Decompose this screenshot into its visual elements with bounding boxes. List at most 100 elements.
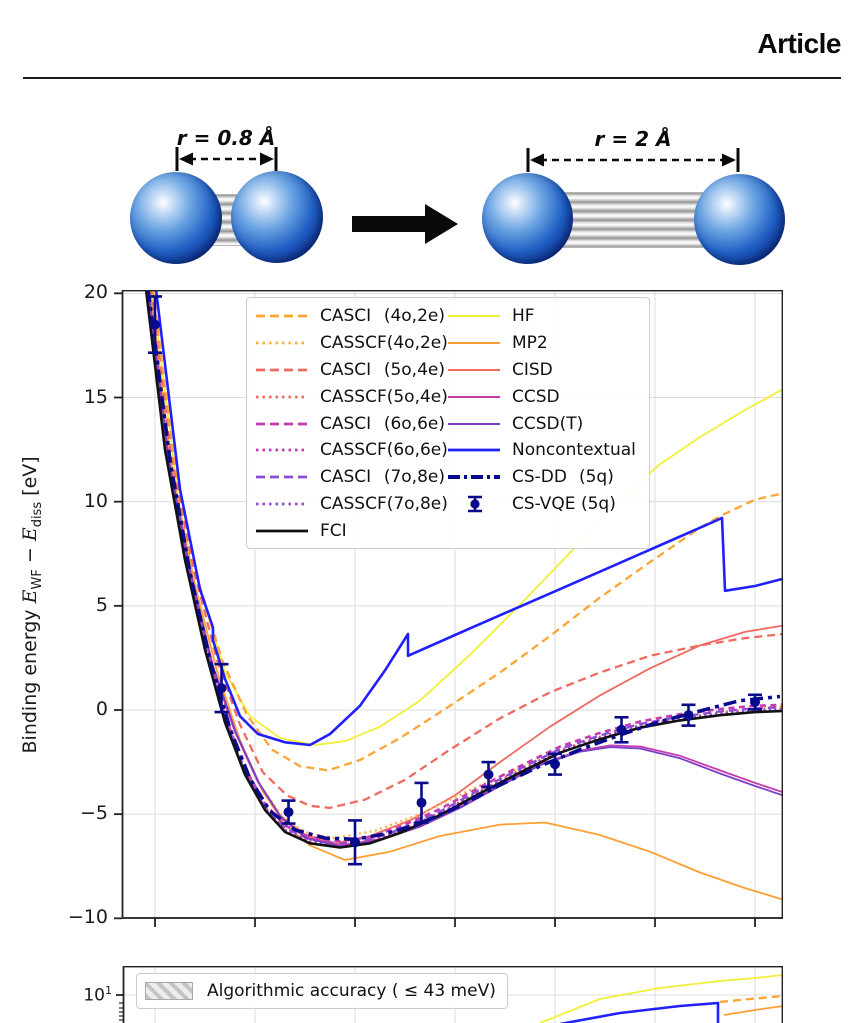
legend-entry: CASCI (4o,2e) xyxy=(253,303,445,330)
legend-sample-icon xyxy=(256,314,308,318)
curve-hf xyxy=(151,290,783,746)
legend-label-spec: (4o,2e) xyxy=(386,333,448,354)
legend-entry: CASCI (5o,4e) xyxy=(253,357,445,384)
legend-label-spec: (6o,6e) xyxy=(386,440,448,461)
cs-vqe-point xyxy=(214,662,229,714)
legend-sample-icon xyxy=(256,502,308,506)
curve-fci xyxy=(144,290,783,849)
header-rule xyxy=(23,77,841,79)
legend-label: Noncontextual xyxy=(512,440,636,461)
y-tick-label: −10 xyxy=(67,906,108,929)
legend-label: CASSCF xyxy=(320,333,387,354)
legend-sample-icon xyxy=(448,315,500,318)
legend-sample-icon xyxy=(256,475,308,479)
legend-sample-icon xyxy=(256,341,308,345)
legend-sample-icon xyxy=(448,342,500,345)
legend-label: CASCI xyxy=(320,306,372,327)
legend-entry: CS-VQE (5q) xyxy=(445,491,643,518)
curve-mp2 xyxy=(723,1005,783,1016)
legend-label: MP2 xyxy=(512,333,548,354)
curve-casci-5o-4e- xyxy=(149,290,783,810)
article-header-label: Article xyxy=(757,28,841,59)
cs-vqe-point xyxy=(148,295,162,355)
diagram-arrows xyxy=(175,147,740,244)
transition-arrow-icon xyxy=(352,204,458,244)
legend-entry: MP2 xyxy=(445,330,643,357)
y-tick-label: 5 xyxy=(95,593,108,616)
accuracy-legend: Algorithmic accuracy ( ≤ 43 meV) xyxy=(136,973,508,1009)
plot-frame xyxy=(121,290,783,919)
hatch-swatch-icon xyxy=(145,982,193,1000)
curve-casci-4o-2e- xyxy=(719,994,783,1004)
legend-sample-icon xyxy=(448,422,500,425)
legend-label: FCI xyxy=(320,520,347,541)
legend-sample-icon xyxy=(468,495,482,513)
curve-casci-4o-2e- xyxy=(151,290,783,772)
legend-label-spec: (5q) xyxy=(578,467,614,488)
legend-label-spec: (7o,8e) xyxy=(386,493,448,514)
atom-sphere-icon xyxy=(482,173,573,264)
plot-frame xyxy=(122,966,783,1023)
legend-sample-icon xyxy=(256,395,308,399)
right-distance-label: r = 2 Å xyxy=(594,127,672,151)
legend-label-spec: (7o,8e) xyxy=(383,467,445,488)
cs-vqe-point xyxy=(348,819,362,866)
legend-label: CASCI xyxy=(320,413,372,434)
curve-noncontextual xyxy=(154,290,783,747)
legend-sample-icon xyxy=(256,422,308,425)
left-distance-label: r = 0.8 Å xyxy=(176,126,276,150)
curve-noncontextual xyxy=(559,1001,720,1023)
legend-sample-icon xyxy=(448,475,500,480)
legend-entry: CASCI (6o,6e) xyxy=(253,410,445,437)
legend-label-spec: (5o,4e) xyxy=(386,386,448,407)
legend-entry: CASSCF (4o,2e) xyxy=(253,330,448,357)
cs-vqe-point xyxy=(548,752,562,776)
cs-vqe-point xyxy=(481,760,496,789)
legend-sample-icon xyxy=(448,395,500,398)
cs-vqe-point xyxy=(748,693,762,711)
legend-column-left: CASCI (4o,2e) CASSCF (4o,2e) CASCI (5o,4e) CAS… xyxy=(253,303,448,548)
cs-vqe-point xyxy=(681,703,696,727)
cs-vqe-point xyxy=(614,715,629,744)
curve-cs-dd-5q- xyxy=(146,290,781,841)
cs-vqe-point xyxy=(414,781,429,824)
legend-label-spec: (5o,4e) xyxy=(383,359,445,380)
legend-label: HF xyxy=(512,306,535,327)
legend-entry: CCSD xyxy=(445,383,643,410)
atom-sphere-icon xyxy=(130,172,222,264)
atom-sphere-icon xyxy=(694,174,785,265)
accuracy-label: Algorithmic accuracy ( ≤ 43 meV) xyxy=(207,981,496,1001)
legend-entry: CASSCF (7o,8e) xyxy=(253,491,448,518)
legend-entry: CISD xyxy=(445,357,643,384)
main-legend: CASCI (4o,2e) CASSCF (4o,2e) CASCI (5o,4e) CAS… xyxy=(246,297,650,549)
y-tick-label: 10 xyxy=(83,489,108,512)
y-tick-label: −5 xyxy=(79,802,108,825)
legend-entry: CASCI (7o,8e) xyxy=(253,464,445,491)
legend-label-spec: (4o,2e) xyxy=(383,306,445,327)
legend-label: CCSD xyxy=(512,386,560,407)
legend-entry: CASSCF (5o,4e) xyxy=(253,383,448,410)
legend-label: CASSCF xyxy=(320,440,387,461)
legend-label: CS-VQE (5q) xyxy=(512,493,616,514)
legend-entry: CS-DD (5q) xyxy=(445,464,643,491)
legend-label: CISD xyxy=(512,359,553,380)
y-tick-label: 0 xyxy=(95,698,108,720)
legend-entry: CCSD(T) xyxy=(445,410,643,437)
y-tick-label: 20 xyxy=(83,281,108,304)
legend-sample-icon xyxy=(448,368,500,371)
log-tick-label: 101 xyxy=(83,984,112,1006)
legend-column-right: HF MP2 CISD CCSD CCSD(T) Noncontextual CS-DD (5… xyxy=(445,303,643,548)
legend-sample-icon xyxy=(256,368,308,372)
main-y-axis-label: Binding energy EWF − Ediss [eV] xyxy=(19,456,45,754)
legend-sample-icon xyxy=(256,448,308,452)
legend-label: CASSCF xyxy=(320,493,387,514)
binding-energy-chart xyxy=(114,290,783,927)
cs-vqe-point xyxy=(281,799,296,825)
y-tick-label: 15 xyxy=(83,385,108,408)
legend-entry: CASSCF (6o,6e) xyxy=(253,437,448,464)
legend-label-spec: (6o,6e) xyxy=(383,413,445,434)
legend-label: CASCI xyxy=(320,359,372,380)
atom-sphere-icon xyxy=(231,171,323,263)
curve-mp2 xyxy=(149,290,783,901)
